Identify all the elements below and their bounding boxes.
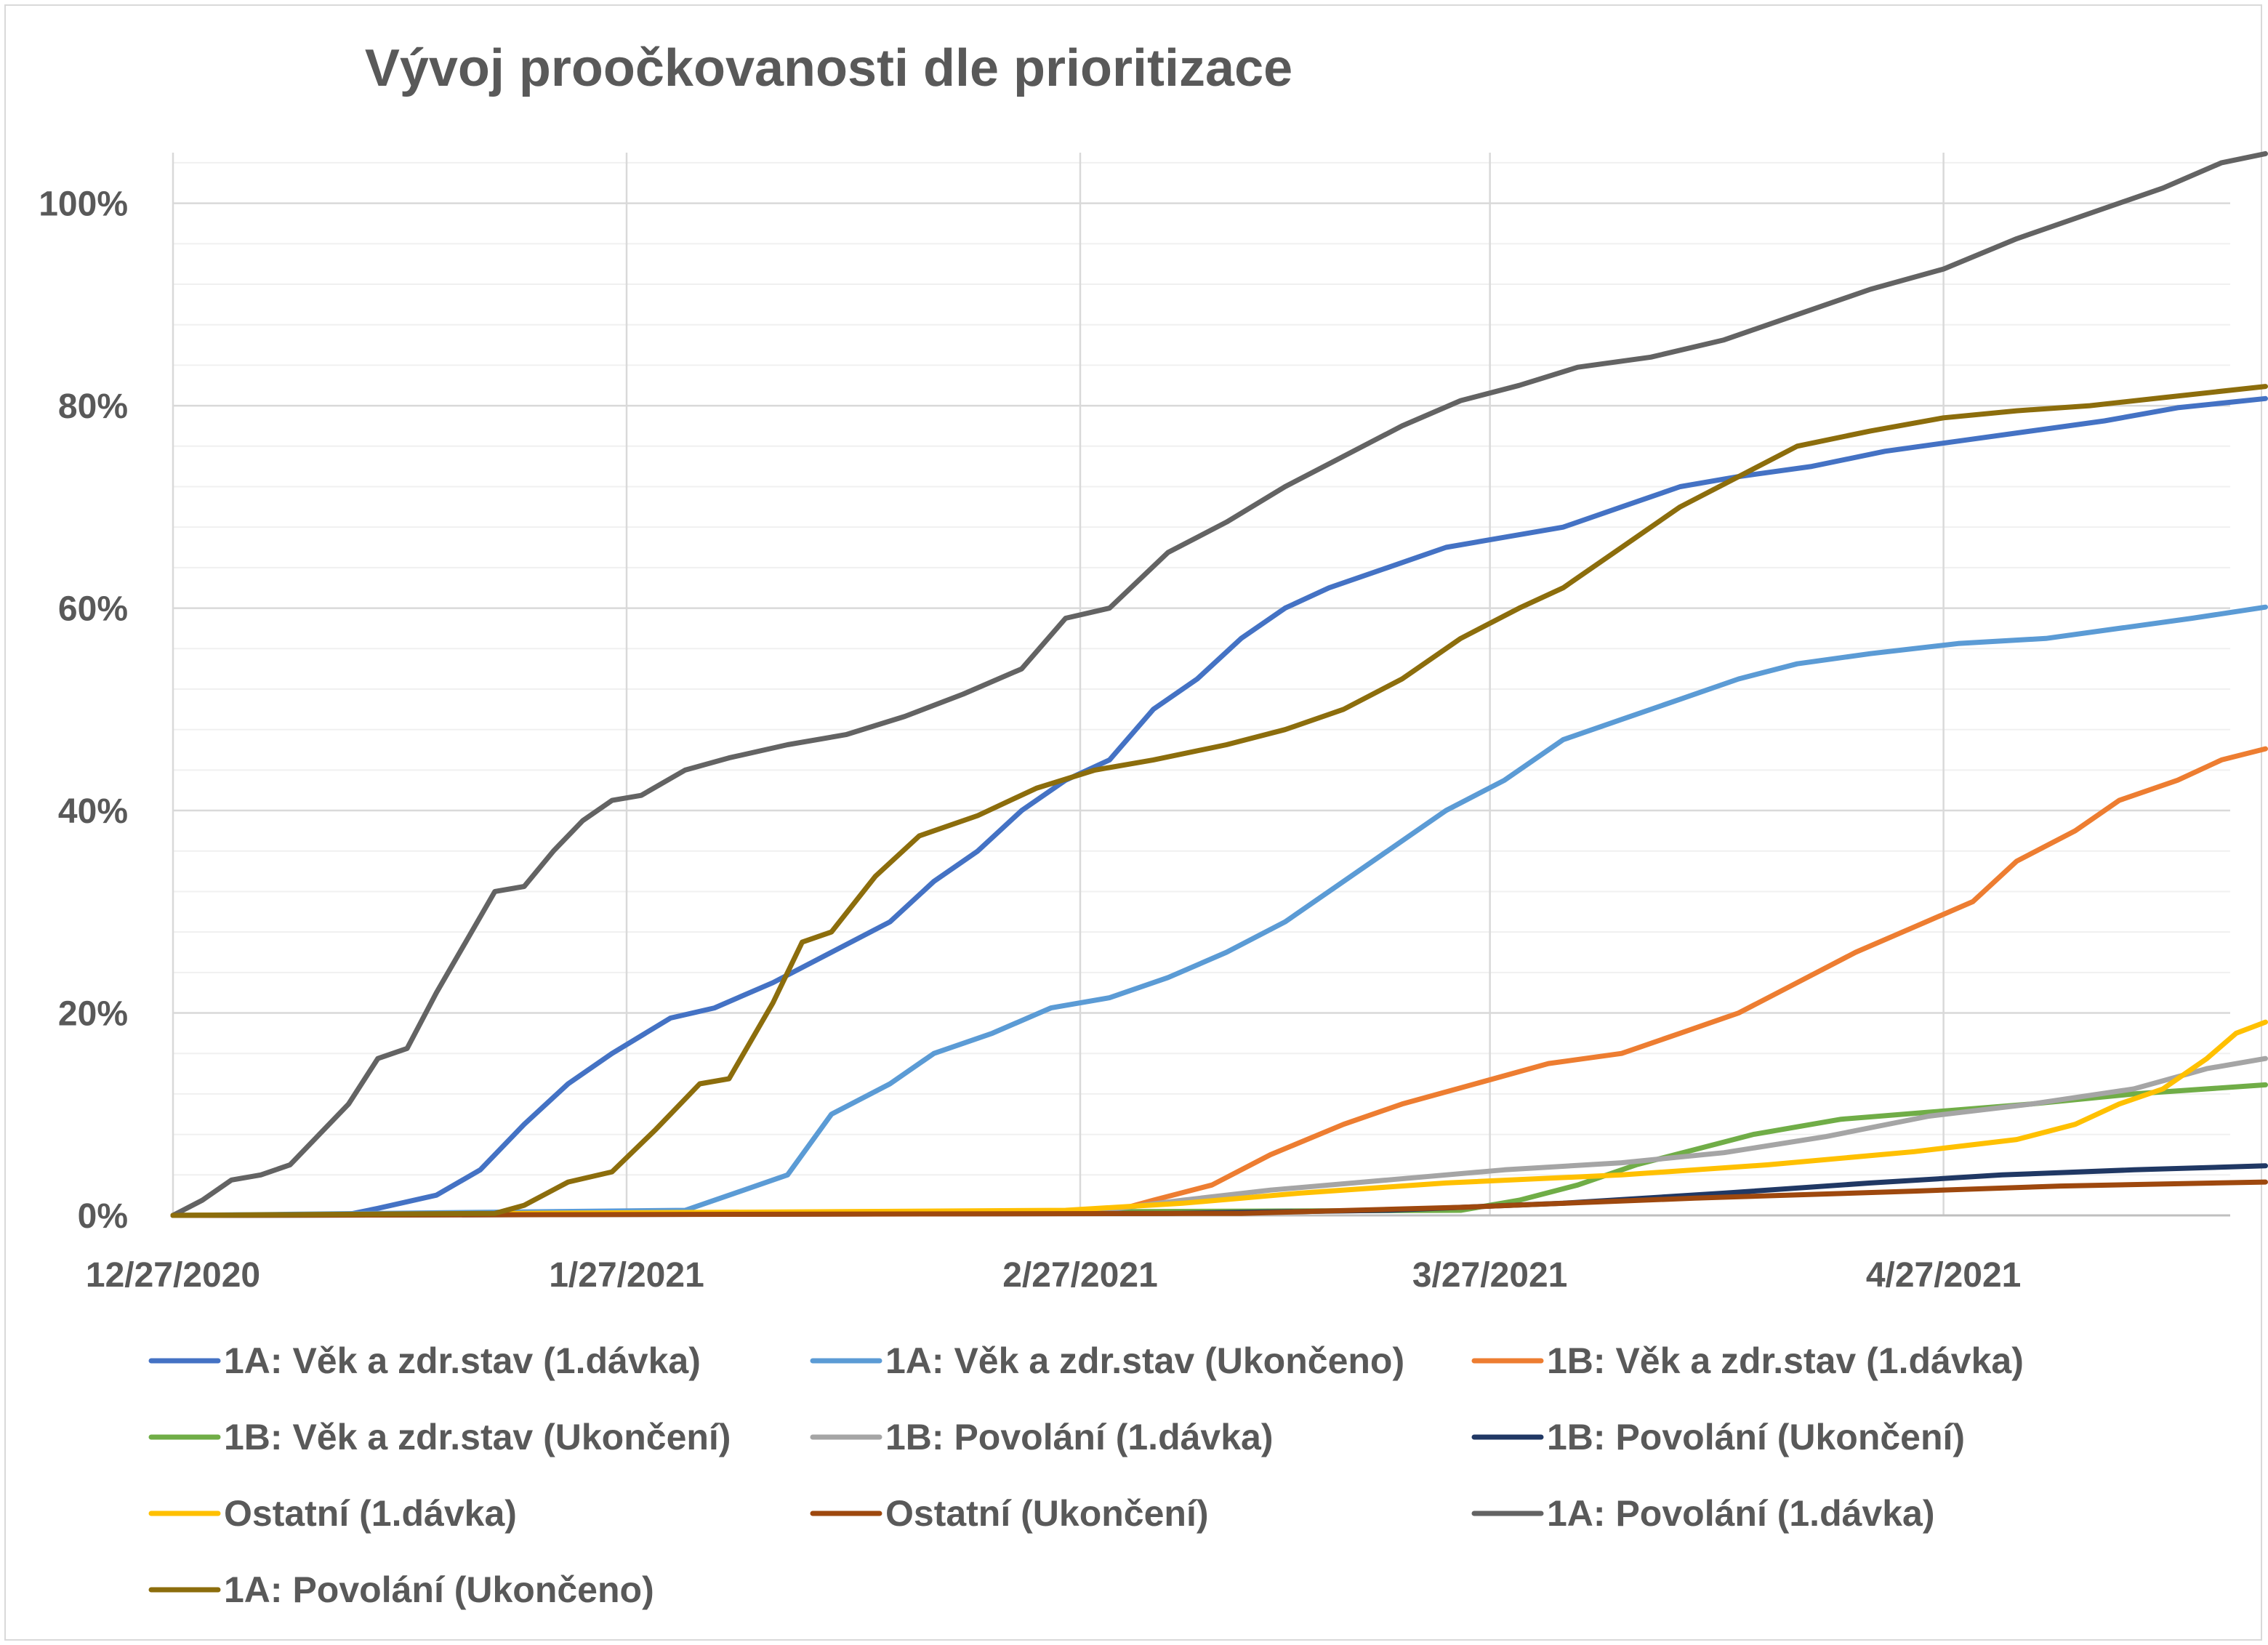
y-tick-label: 60%: [58, 590, 128, 629]
legend-label: 1B: Věk a zdr.stav (Ukončení): [224, 1417, 731, 1457]
series-line-9: [170, 150, 2268, 1218]
legend-label: 1A: Věk a zdr.stav (1.dávka): [224, 1340, 701, 1381]
y-tick-label: 80%: [58, 387, 128, 426]
legend-label: Ostatní (Ukončení): [885, 1493, 1208, 1534]
x-tick-label: 2/27/2021: [1002, 1256, 1158, 1295]
legend-label: 1A: Povolání (Ukončeno): [224, 1569, 654, 1610]
y-tick-label: 20%: [58, 995, 128, 1034]
y-tick-label: 0%: [78, 1197, 128, 1236]
legend-label: 1B: Povolání (Ukončení): [1547, 1417, 1965, 1457]
legend: 1A: Věk a zdr.stav (1.dávka) 1A: Věk a zd…: [148, 1340, 2024, 1610]
axes: 0% 20% 40% 60% 80% 100% 12/27/2020 1/27/2021 2/2…: [39, 185, 2230, 1295]
y-tick-label: 100%: [39, 185, 128, 224]
series-line-7: [170, 1019, 2268, 1218]
series-line-8: [170, 1179, 2268, 1218]
legend-label: 1B: Povolání (1.dávka): [885, 1417, 1274, 1457]
chart-frame: [4, 4, 2262, 1641]
legend-label: 1A: Povolání (1.dávka): [1547, 1493, 1935, 1534]
legend-label: Ostatní (1.dávka): [224, 1493, 517, 1534]
series-line-5: [170, 1055, 2268, 1218]
x-tick-label: 1/27/2021: [549, 1256, 704, 1295]
x-tick-label: 12/27/2020: [86, 1256, 260, 1295]
legend-label: 1A: Věk a zdr.stav (Ukončeno): [885, 1340, 1404, 1381]
series-line-10: [170, 384, 2268, 1218]
series-lines: [170, 150, 2268, 1218]
y-tick-label: 40%: [58, 792, 128, 831]
x-tick-label: 4/27/2021: [1866, 1256, 2022, 1295]
legend-label: 1B: Věk a zdr.stav (1.dávka): [1547, 1340, 2024, 1381]
x-tick-label: 3/27/2021: [1412, 1256, 1568, 1295]
series-line-1: [170, 395, 2268, 1218]
gridlines: [172, 153, 2230, 1215]
series-line-3: [170, 746, 2268, 1218]
series-line-2: [170, 604, 2268, 1218]
chart-title: Vývoj proočkovanosti dle prioritizace: [365, 39, 1292, 97]
